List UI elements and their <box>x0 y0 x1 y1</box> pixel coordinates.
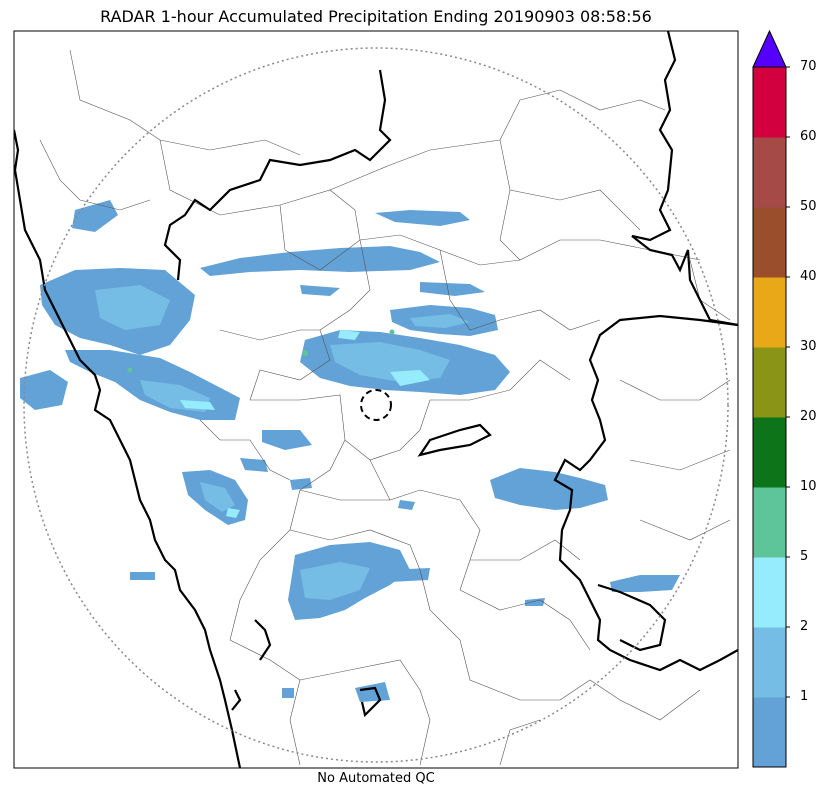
echo-cell <box>410 314 470 328</box>
echo-cell <box>262 430 312 450</box>
colorbar-tick-label: 10 <box>800 479 817 494</box>
colorbar-tick-label: 20 <box>800 409 817 424</box>
colorbar-tick-label: 60 <box>800 129 817 144</box>
echo-cell <box>375 210 470 226</box>
map-background <box>14 31 738 768</box>
echo-cell <box>226 508 240 518</box>
colorbar-bin <box>753 277 786 348</box>
echo-cell <box>610 575 680 592</box>
echo-cell <box>130 572 155 580</box>
state-boundaries <box>14 31 738 768</box>
colorbar-bin <box>753 347 786 418</box>
echo-cell <box>72 200 118 232</box>
range-ring <box>23 47 729 763</box>
colorbar <box>752 29 790 768</box>
echo-cell <box>300 285 340 296</box>
colorbar-tick-label: 50 <box>800 199 817 214</box>
echo-cell <box>490 468 608 510</box>
colorbar-bin <box>753 207 786 278</box>
qc-label: No Automated QC <box>317 771 435 786</box>
echo-cell <box>180 400 215 410</box>
colorbar-bin <box>753 67 786 138</box>
map-frame <box>13 30 739 769</box>
echo-cell <box>127 367 133 373</box>
echo-cell <box>200 246 440 276</box>
echo-cell <box>20 370 68 410</box>
echo-cell <box>282 688 294 698</box>
precipitation-layer <box>20 200 680 702</box>
echo-cell <box>240 458 268 472</box>
echo-cell <box>200 482 235 512</box>
echo-cell <box>355 682 390 702</box>
echo-cell <box>95 285 170 330</box>
colorbar-tick-label: 2 <box>800 619 809 634</box>
echo-cell <box>302 350 308 356</box>
echo-cell <box>389 329 395 335</box>
radar-map <box>13 30 739 769</box>
colorbar-tick-label: 1 <box>800 689 809 704</box>
colorbar-bin <box>753 557 786 628</box>
echo-cell <box>390 370 430 386</box>
echo-cell <box>338 330 360 340</box>
echo-cell <box>300 562 370 600</box>
radar-site-marker <box>360 389 392 421</box>
colorbar-tick-label: 40 <box>800 269 817 284</box>
colorbar-bin <box>753 627 786 698</box>
echo-cell <box>290 478 312 490</box>
colorbar-bin <box>753 417 786 488</box>
colorbar-bin <box>753 137 786 208</box>
colorbar-tick-label: 70 <box>800 59 817 74</box>
colorbar-extend-arrow <box>752 29 787 68</box>
echo-cell <box>385 568 430 582</box>
echo-cell <box>420 282 485 296</box>
echo-cell <box>398 500 415 510</box>
map-title: RADAR 1-hour Accumulated Precipitation E… <box>100 7 652 26</box>
colorbar-bin <box>753 697 786 768</box>
colorbar-tick-label: 30 <box>800 339 817 354</box>
colorbar-tick-label: 5 <box>800 549 809 564</box>
colorbar-bin <box>753 487 786 558</box>
